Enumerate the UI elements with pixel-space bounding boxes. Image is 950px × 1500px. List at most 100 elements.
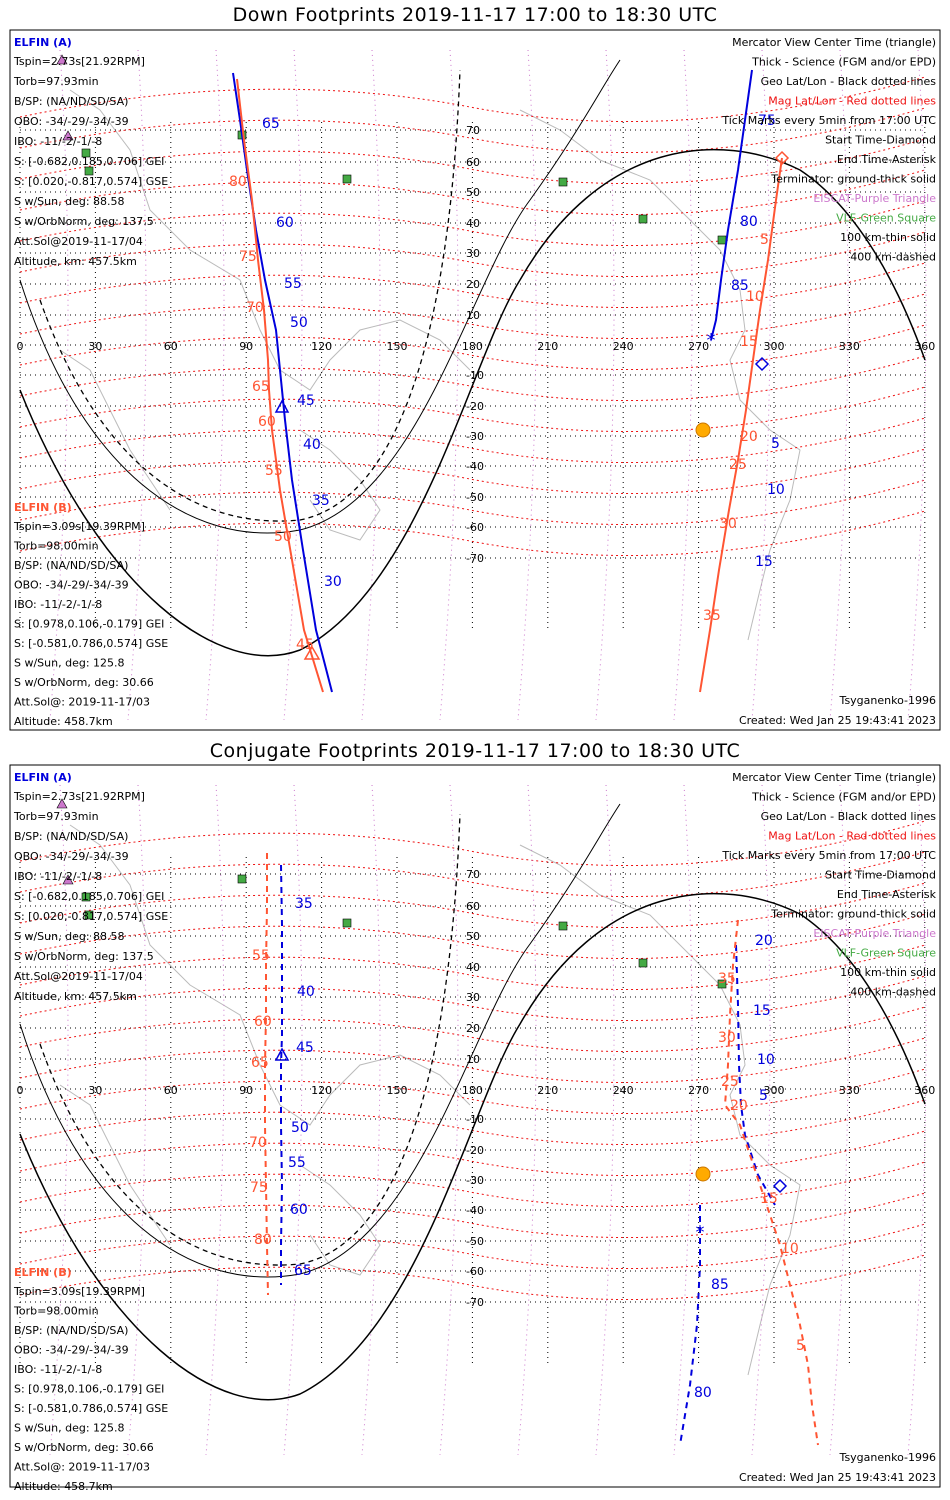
map-frame: [9, 764, 941, 1488]
lon-tick-label: 30: [88, 340, 102, 353]
elfin-b-info-line: S w/Sun, deg: 125.8: [14, 657, 125, 670]
mag-parallel: [19, 913, 926, 960]
lat-tick-label: -50: [466, 491, 484, 504]
coastline-segment: [69, 89, 471, 391]
lat-tick-label: -20: [466, 1144, 484, 1157]
elfin-a-info-line: IBO: -11/-2/-1/-8: [14, 870, 102, 883]
legend-line: 100 km-thin solid: [840, 231, 936, 244]
track-tick-label: 60: [290, 1202, 308, 1218]
track-tick-label: 15: [760, 1191, 778, 1207]
axis-labels: 0 30 60 90 120 150 180 210 240 270 300 330 360 70 60 50…: [17, 868, 936, 1309]
elfin-a-info-line: Tspin=2.73s[21.92RPM]: [13, 55, 145, 68]
vlf-station-marker: [717, 979, 727, 989]
lat-tick-label: -60: [466, 1265, 484, 1278]
elfin-b-header: ELFIN (B): [14, 501, 72, 514]
legend-line: End Time-Asterisk: [837, 888, 937, 901]
track-tick-label: 80: [694, 1385, 712, 1401]
lon-tick-label: 360: [914, 340, 935, 353]
lon-tick-label: 240: [613, 1084, 634, 1097]
mag-parallel: [19, 975, 926, 1022]
elfin-b-info: ELFIN (B) Tspin=3.09s[19.39RPM] Torb=98.00…: [13, 1266, 168, 1493]
mag-parallel: [19, 200, 926, 247]
track-tick-label: 20: [755, 933, 773, 949]
elfin-a-info-line: S w/OrbNorm, deg: 137.5: [14, 215, 154, 228]
elfin-a-center-triangle: [274, 399, 290, 413]
eiscat-station-marker: [56, 798, 68, 809]
elfin-b-info-line: S w/OrbNorm, deg: 30.66: [14, 676, 154, 689]
eiscat-station-marker: [56, 54, 68, 65]
elfin-b-info-line: OBO: -34/-29/-34/-39: [14, 1344, 129, 1357]
stations: [56, 798, 727, 989]
track-tick-label: 35: [718, 971, 736, 987]
lat-tick-label: 10: [466, 309, 480, 322]
elfin-a-info-line: Torb=97.93min: [13, 75, 99, 88]
legend-line: Mercator View Center Time (triangle): [732, 771, 936, 784]
legend-line: Mag Lat/Lon - Red dotted lines: [768, 95, 936, 108]
lat-tick-label: 50: [466, 186, 480, 199]
legend-line: 100 km-thin solid: [840, 966, 936, 979]
elfin-a-info-line: S w/Sun, deg: 88.58: [14, 930, 125, 943]
track-tick-label: 20: [730, 1098, 748, 1114]
legend-line: Start Time-Diamond: [825, 134, 936, 147]
lon-tick-label: 0: [17, 1084, 24, 1097]
elfin-b-info-line: OBO: -34/-29/-34/-39: [14, 579, 129, 592]
legend-line: Mag Lat/Lon - Red dotted lines: [768, 830, 936, 843]
lat-tick-label: 40: [466, 961, 480, 974]
track-tick-label: 55: [252, 948, 270, 964]
track-tick-label: 15: [755, 554, 773, 570]
track-tick-label: 30: [718, 1030, 736, 1046]
lat-tick-label: 20: [466, 278, 480, 291]
elfin-b-info-line: Torb=98.00min: [13, 1305, 99, 1318]
mag-parallel: [19, 293, 926, 340]
legend-line: Tick Marks every 5min from 17:00 UTC: [721, 849, 936, 862]
coastline-segment: [59, 1084, 171, 1246]
created-label: Created: Wed Jan 25 19:43:41 2023: [739, 714, 936, 727]
track-tick-label: 25: [729, 457, 747, 473]
mag-parallel: [19, 1006, 926, 1053]
elfin-b-info-line: Altitude: 458.7km: [14, 715, 113, 728]
lon-tick-label: 300: [764, 1084, 785, 1097]
mag-parallel: [19, 510, 926, 557]
mag-parallel: [19, 479, 926, 526]
end-asterisk: *: [707, 330, 716, 351]
elfin-a-info-line: S: [0.020,-0.817,0.574] GSE: [14, 910, 168, 923]
track-tick-label: 55: [284, 276, 302, 292]
mag-parallel: [19, 851, 926, 898]
lat-tick-label: -30: [466, 430, 484, 443]
elfin-b-info-line: IBO: -11/-2/-1/-8: [14, 1363, 102, 1376]
lat-tick-label: 60: [466, 900, 480, 913]
track-tick-label: 45: [296, 1040, 314, 1056]
lat-tick-label: 30: [466, 991, 480, 1004]
track-tick-label: 35: [703, 608, 721, 624]
eiscat-station-marker: [62, 130, 74, 141]
elfin-b-info-line: S: [0.978,0.106,-0.179] GEI: [14, 618, 164, 631]
track-tick-label: 60: [258, 414, 276, 430]
elfin-b-info-line: S w/Sun, deg: 125.8: [14, 1422, 125, 1435]
legend-line: Terminator: ground-thick solid: [770, 173, 936, 186]
legend-line: 400 km-dashed: [850, 986, 936, 999]
track-tick-label: 45: [296, 637, 314, 653]
track-tick-label: 5: [759, 1088, 768, 1104]
track-tick-label: 55: [265, 463, 283, 479]
mag-parallel: [19, 882, 926, 929]
lat-tick-label: -10: [466, 1113, 484, 1126]
track-markers: *: [274, 150, 790, 660]
lat-tick-label: 10: [466, 1053, 480, 1066]
elfin-b-info-line: Att.Sol@: 2019-11-17/03: [14, 696, 150, 709]
elfin-b-track: [699, 157, 783, 693]
elfin-a-info-line: S: [-0.682,0.185,0.706] GEI: [14, 890, 164, 903]
elfin-b-info-line: Torb=98.00min: [13, 540, 99, 553]
elfin-a-track: [280, 864, 284, 1285]
start-diamond: [772, 1178, 788, 1194]
track-markers: *: [274, 1047, 788, 1243]
track-tick-label: 15: [753, 1003, 771, 1019]
lat-tick-label: -50: [466, 1235, 484, 1248]
lat-tick-label: -70: [466, 552, 484, 565]
track-tick-label: 30: [719, 516, 737, 532]
elfin-b-info-line: Tspin=3.09s[19.39RPM]: [13, 520, 145, 533]
legend-line: Geo Lat/Lon - Black dotted lines: [761, 810, 937, 823]
track-tick-label: 80: [229, 174, 247, 190]
lat-tick-label: -10: [466, 369, 484, 382]
elfin-a-info-line: IBO: -11/-2/-1/-8: [14, 135, 102, 148]
legend-line: Start Time-Diamond: [825, 869, 936, 882]
